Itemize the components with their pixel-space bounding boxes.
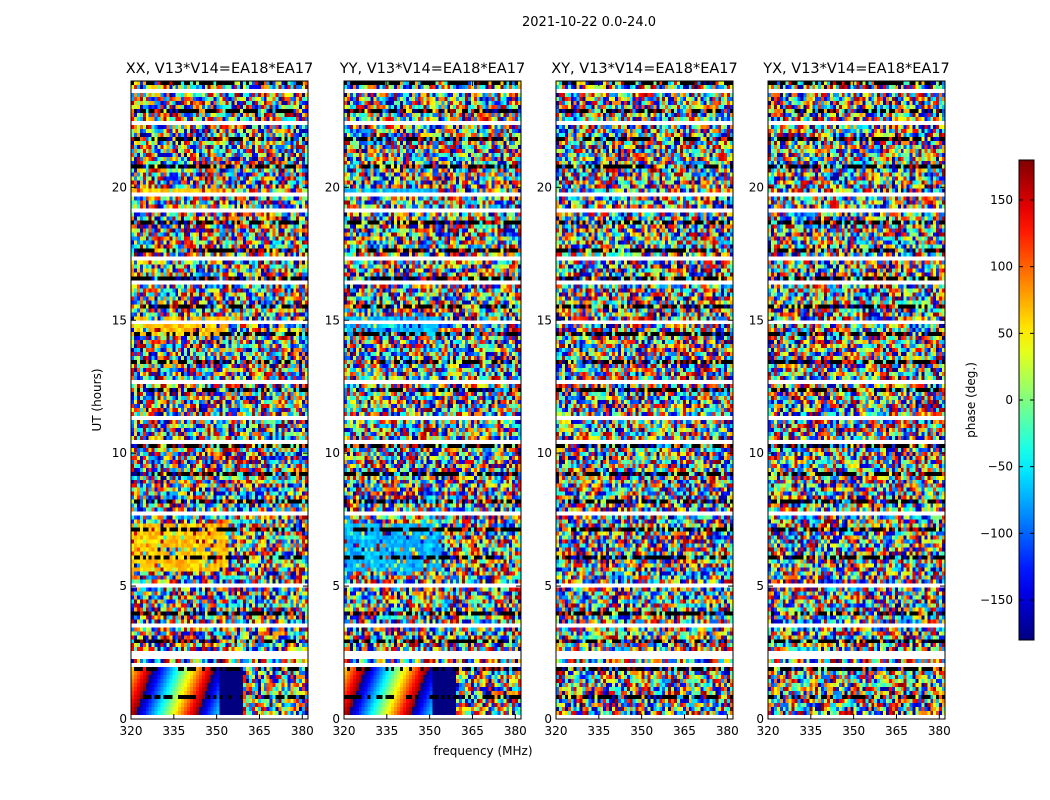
y-tick-label: 5 (544, 579, 552, 593)
x-tick-label: 320 (120, 724, 143, 738)
y-tick-label: 20 (749, 180, 764, 194)
x-tick-label: 320 (545, 724, 568, 738)
colorbar-tick-label: 0 (1005, 393, 1013, 407)
panel-frame (555, 80, 734, 720)
panel-raster (131, 81, 308, 719)
x-tick-label: 350 (630, 724, 653, 738)
panel-title: YY, V13*V14=EA18*EA17 (339, 61, 525, 77)
panel-xy: XY, V13*V14=EA18*EA17 320 335 350 365 380 0 5 10… (537, 61, 739, 738)
panel-xx: XX, V13*V14=EA18*EA17 320 335 350 365 380 0 5 10… (112, 61, 314, 738)
colorbar-tick-label: −100 (980, 526, 1013, 540)
y-tick-label: 15 (112, 313, 127, 327)
y-tick-label: 0 (332, 712, 340, 726)
panel-title: XX, V13*V14=EA18*EA17 (126, 61, 314, 77)
panel-frame (130, 80, 309, 720)
panel-title: XY, V13*V14=EA18*EA17 (551, 61, 737, 77)
x-tick-label: 320 (333, 724, 356, 738)
colorbar-tick-label: 50 (998, 326, 1013, 340)
panel-raster (344, 81, 521, 719)
x-tick-label: 335 (799, 724, 822, 738)
x-tick-label: 335 (587, 724, 610, 738)
y-tick-label: 0 (119, 712, 127, 726)
colorbar: 150 100 50 0 −50 −100 −150 (980, 159, 1035, 641)
colorbar-tick-label: −150 (980, 593, 1013, 607)
y-axis-label: UT (hours) (90, 368, 104, 431)
x-tick-label: 365 (885, 724, 908, 738)
x-tick-label: 380 (504, 724, 527, 738)
x-tick-label: 380 (291, 724, 314, 738)
panel-frame (767, 80, 946, 720)
y-tick-label: 5 (119, 579, 127, 593)
panels-group: XX, V13*V14=EA18*EA17 320 335 350 365 380 0 5 10… (112, 61, 951, 738)
x-tick-label: 350 (842, 724, 865, 738)
x-tick-label: 350 (205, 724, 228, 738)
y-tick-label: 20 (112, 180, 127, 194)
x-tick-label: 380 (716, 724, 739, 738)
panel-raster (768, 81, 945, 719)
panel-raster (556, 81, 733, 719)
y-tick-label: 20 (325, 180, 340, 194)
figure-suptitle: 2021-10-22 0.0-24.0 (522, 15, 656, 30)
y-tick-label: 10 (325, 446, 340, 460)
y-tick-label: 0 (756, 712, 764, 726)
y-tick-label: 5 (756, 579, 764, 593)
panel-yx: YX, V13*V14=EA18*EA17 320 335 350 365 380 0 5 10… (749, 61, 951, 738)
x-axis-label: frequency (MHz) (433, 744, 532, 758)
colorbar-label: phase (deg.) (964, 362, 978, 438)
x-tick-label: 365 (673, 724, 696, 738)
x-tick-label: 350 (418, 724, 441, 738)
colorbar-tick-label: −50 (988, 460, 1013, 474)
x-tick-label: 335 (375, 724, 398, 738)
y-tick-label: 10 (749, 446, 764, 460)
y-tick-label: 5 (332, 579, 340, 593)
x-tick-label: 365 (461, 724, 484, 738)
x-tick-label: 335 (162, 724, 185, 738)
colorbar-tick-label: 150 (990, 193, 1013, 207)
x-tick-label: 380 (928, 724, 951, 738)
colorbar-gradient (1019, 160, 1034, 640)
y-tick-label: 15 (537, 313, 552, 327)
colorbar-tick-label: 100 (990, 260, 1013, 274)
y-tick-label: 10 (537, 446, 552, 460)
x-tick-label: 365 (248, 724, 271, 738)
y-tick-label: 15 (325, 313, 340, 327)
y-tick-label: 10 (112, 446, 127, 460)
x-tick-label: 320 (757, 724, 780, 738)
y-tick-label: 20 (537, 180, 552, 194)
panel-yy: YY, V13*V14=EA18*EA17 320 335 350 365 380 0 5 10… (325, 61, 527, 738)
panel-frame (343, 80, 522, 720)
panel-title: YX, V13*V14=EA18*EA17 (762, 61, 949, 77)
y-tick-label: 0 (544, 712, 552, 726)
y-tick-label: 15 (749, 313, 764, 327)
